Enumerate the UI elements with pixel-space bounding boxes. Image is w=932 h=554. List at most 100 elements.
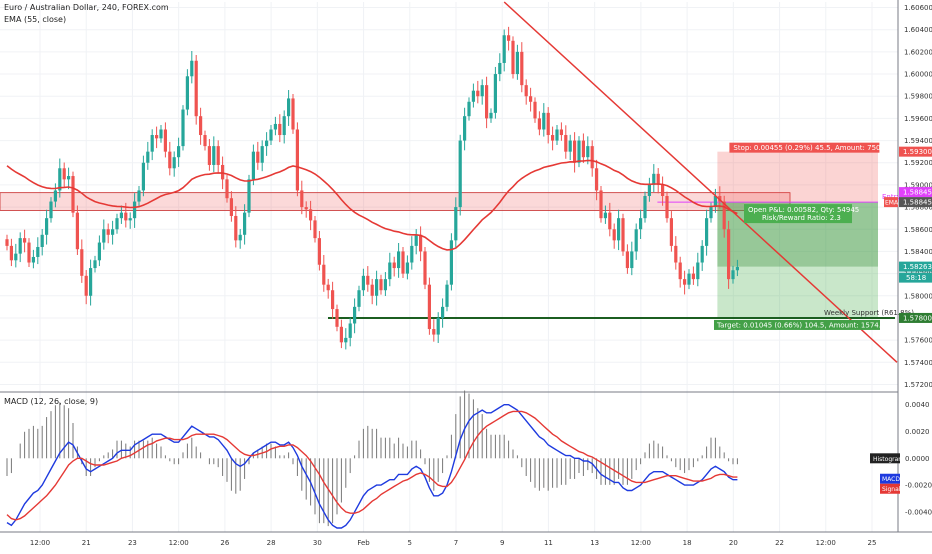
candle-body bbox=[291, 98, 295, 130]
candle-body bbox=[617, 218, 621, 241]
candle-body bbox=[370, 284, 374, 296]
candle-body bbox=[40, 234, 44, 247]
candle-body bbox=[335, 309, 339, 327]
candle-body bbox=[595, 168, 599, 191]
price-tick: 1.57400 bbox=[904, 359, 932, 367]
candle-body bbox=[58, 168, 62, 191]
candle-body bbox=[559, 129, 563, 136]
candle-body bbox=[524, 85, 528, 97]
candle-body bbox=[111, 229, 115, 235]
candle-body bbox=[53, 190, 57, 202]
histogram-badge-bg bbox=[870, 453, 900, 464]
target-label: Target: 0.01045 (0.66%) 104.5, Amount: 1… bbox=[716, 321, 890, 329]
time-tick: 12:00 bbox=[30, 539, 50, 547]
candle-body bbox=[427, 284, 431, 330]
candle-body bbox=[124, 212, 128, 221]
candle-body bbox=[643, 196, 647, 219]
candle-body bbox=[243, 212, 247, 235]
price-tick: 1.59600 bbox=[904, 115, 932, 123]
candle-body bbox=[177, 146, 181, 158]
time-tick: 12:00 bbox=[816, 539, 836, 547]
candle-body bbox=[155, 135, 159, 139]
candle-body bbox=[93, 260, 97, 269]
price-tick: 1.60000 bbox=[904, 71, 932, 79]
candle-body bbox=[564, 135, 568, 152]
candle-body bbox=[599, 190, 603, 219]
ema-price-badge: 1.58845 bbox=[903, 199, 932, 207]
candle-body bbox=[441, 306, 445, 318]
candle-body bbox=[436, 317, 440, 335]
candle-body bbox=[5, 239, 9, 246]
candle-body bbox=[502, 35, 506, 63]
candle-body bbox=[511, 40, 515, 75]
candle-body bbox=[269, 129, 273, 141]
macd-tick: -0.0020 bbox=[905, 482, 932, 490]
stop-label: Stop: 0.00455 (0.29%) 45.5, Amount: 750 bbox=[733, 144, 880, 152]
candle-body bbox=[353, 306, 357, 324]
candle-body bbox=[221, 164, 225, 180]
candle-body bbox=[265, 140, 269, 147]
target-price-badge: 1.57800 bbox=[903, 314, 932, 322]
candle-body bbox=[665, 196, 669, 219]
candle-body bbox=[542, 112, 546, 130]
candle-body bbox=[181, 109, 185, 147]
candle-body bbox=[146, 151, 150, 163]
candle-body bbox=[304, 207, 308, 210]
candle-body bbox=[621, 218, 625, 252]
time-tick: 11 bbox=[544, 539, 553, 547]
candle-body bbox=[295, 129, 299, 191]
signal-badge-bg bbox=[880, 483, 900, 494]
candle-body bbox=[691, 273, 695, 280]
price-tick: 1.57600 bbox=[904, 337, 932, 345]
candle-body bbox=[62, 168, 66, 180]
candle-body bbox=[476, 90, 480, 97]
candle-body bbox=[225, 179, 229, 199]
candle-body bbox=[194, 60, 198, 117]
candle-body bbox=[273, 123, 277, 130]
candle-body bbox=[322, 264, 326, 285]
candle-body bbox=[713, 196, 717, 208]
price-tick: 1.57200 bbox=[904, 381, 932, 389]
candle-body bbox=[603, 212, 607, 219]
time-tick: 7 bbox=[454, 539, 458, 547]
candle-body bbox=[397, 251, 401, 269]
chart-title: Euro / Australian Dollar, 240, FOREX.com bbox=[4, 3, 169, 12]
candle-body bbox=[80, 249, 84, 276]
candle-body bbox=[405, 262, 409, 274]
histogram-badge: Histogram bbox=[873, 456, 904, 463]
candle-body bbox=[172, 157, 176, 169]
candle-body bbox=[577, 140, 581, 163]
candle-body bbox=[75, 212, 79, 250]
candle-body bbox=[529, 96, 533, 102]
candle-body bbox=[700, 245, 704, 263]
candle-body bbox=[485, 85, 489, 119]
price-tick: 1.59400 bbox=[904, 137, 932, 145]
macd-badge: MACD bbox=[882, 476, 900, 483]
time-tick: Feb bbox=[357, 539, 370, 547]
candle-body bbox=[647, 184, 651, 196]
candle-body bbox=[159, 129, 163, 139]
candle-body bbox=[256, 151, 260, 163]
candle-body bbox=[300, 190, 304, 208]
candle-body bbox=[458, 140, 462, 208]
candle-body bbox=[537, 118, 541, 130]
candle-body bbox=[9, 245, 13, 261]
candle-body bbox=[449, 240, 453, 285]
price-tick: 1.58600 bbox=[904, 226, 932, 234]
candle-body bbox=[326, 284, 330, 291]
stop-zone bbox=[717, 151, 878, 203]
candle-body bbox=[683, 279, 687, 285]
candle-body bbox=[515, 51, 519, 75]
pnl-label: Open P&L: 0.00582, Qty: 54945 bbox=[748, 206, 859, 214]
candle-body bbox=[661, 184, 665, 196]
candle-body bbox=[401, 251, 405, 274]
ema-price-badge-bg bbox=[899, 197, 932, 208]
candle-body bbox=[375, 279, 379, 296]
candle-body bbox=[247, 179, 251, 213]
candle-body bbox=[348, 323, 352, 338]
macd-tick: -0.0040 bbox=[905, 508, 932, 516]
candle-body bbox=[216, 146, 220, 165]
last-price-badge: 1.58263 bbox=[903, 263, 932, 271]
candle-body bbox=[493, 74, 497, 113]
